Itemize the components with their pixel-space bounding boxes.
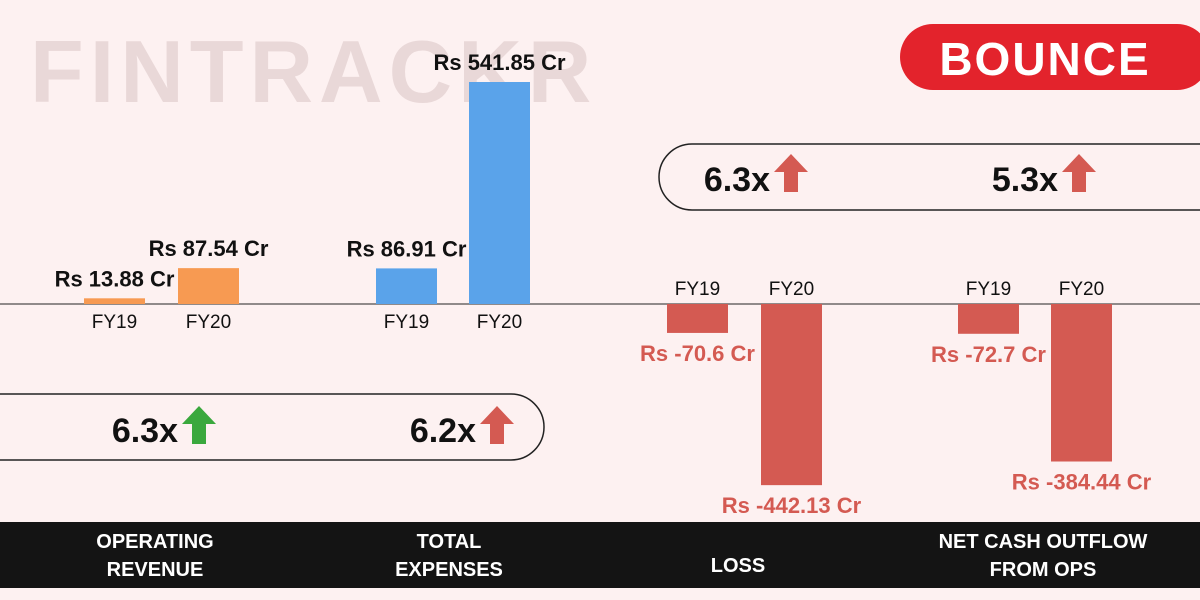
tick-label: FY20 <box>769 279 814 300</box>
footer-label: LOSS <box>711 555 765 577</box>
bar-fy19 <box>667 304 728 333</box>
bar-fy20 <box>1051 304 1112 462</box>
growth-value: 6.2x <box>410 412 476 450</box>
footer-label: OPERATING <box>96 531 213 553</box>
growth-badge-left <box>0 393 545 461</box>
growth-value: 6.3x <box>704 161 770 199</box>
growth-value: 5.3x <box>992 161 1058 199</box>
growth-badge-right <box>658 143 1200 211</box>
up-red-arrow-icon <box>480 406 514 444</box>
bar-fy20 <box>761 304 822 486</box>
growth-value: 6.3x <box>112 412 178 450</box>
data-label: Rs -384.44 Cr <box>1012 470 1152 495</box>
tick-label: FY20 <box>1059 279 1104 300</box>
bar-fy20 <box>469 82 530 304</box>
data-label: Rs -70.6 Cr <box>640 341 755 366</box>
data-label: Rs 13.88 Cr <box>55 266 175 291</box>
up-red-arrow-icon <box>774 154 808 192</box>
footer-label: REVENUE <box>107 559 204 581</box>
footer-label: TOTAL <box>417 531 482 553</box>
tick-label: FY19 <box>92 312 137 333</box>
tick-label: FY20 <box>477 312 522 333</box>
footer-bottom-margin <box>0 588 1200 600</box>
footer-label: NET CASH OUTFLOW <box>939 531 1148 553</box>
footer-band <box>0 522 1200 588</box>
bar-fy20 <box>178 268 239 304</box>
data-label: Rs -442.13 Cr <box>722 493 862 518</box>
up-red-arrow-icon <box>1062 154 1096 192</box>
logo-background <box>900 24 1200 90</box>
up-green-arrow-icon <box>182 406 216 444</box>
data-label: Rs 87.54 Cr <box>149 236 269 261</box>
data-label: Rs 86.91 Cr <box>347 236 467 261</box>
data-label: Rs 541.85 Cr <box>433 50 566 75</box>
footer-label: FROM OPS <box>990 559 1097 581</box>
tick-label: FY19 <box>384 312 429 333</box>
tick-label: FY19 <box>966 279 1011 300</box>
data-label: Rs -72.7 Cr <box>931 342 1046 367</box>
bar-fy19 <box>84 298 145 304</box>
company-logo-text: BOUNCE <box>939 33 1150 85</box>
bar-fy19 <box>958 304 1019 334</box>
tick-label: FY19 <box>675 279 720 300</box>
footer-label: EXPENSES <box>395 559 503 581</box>
bar-fy19 <box>376 268 437 304</box>
tick-label: FY20 <box>186 312 231 333</box>
